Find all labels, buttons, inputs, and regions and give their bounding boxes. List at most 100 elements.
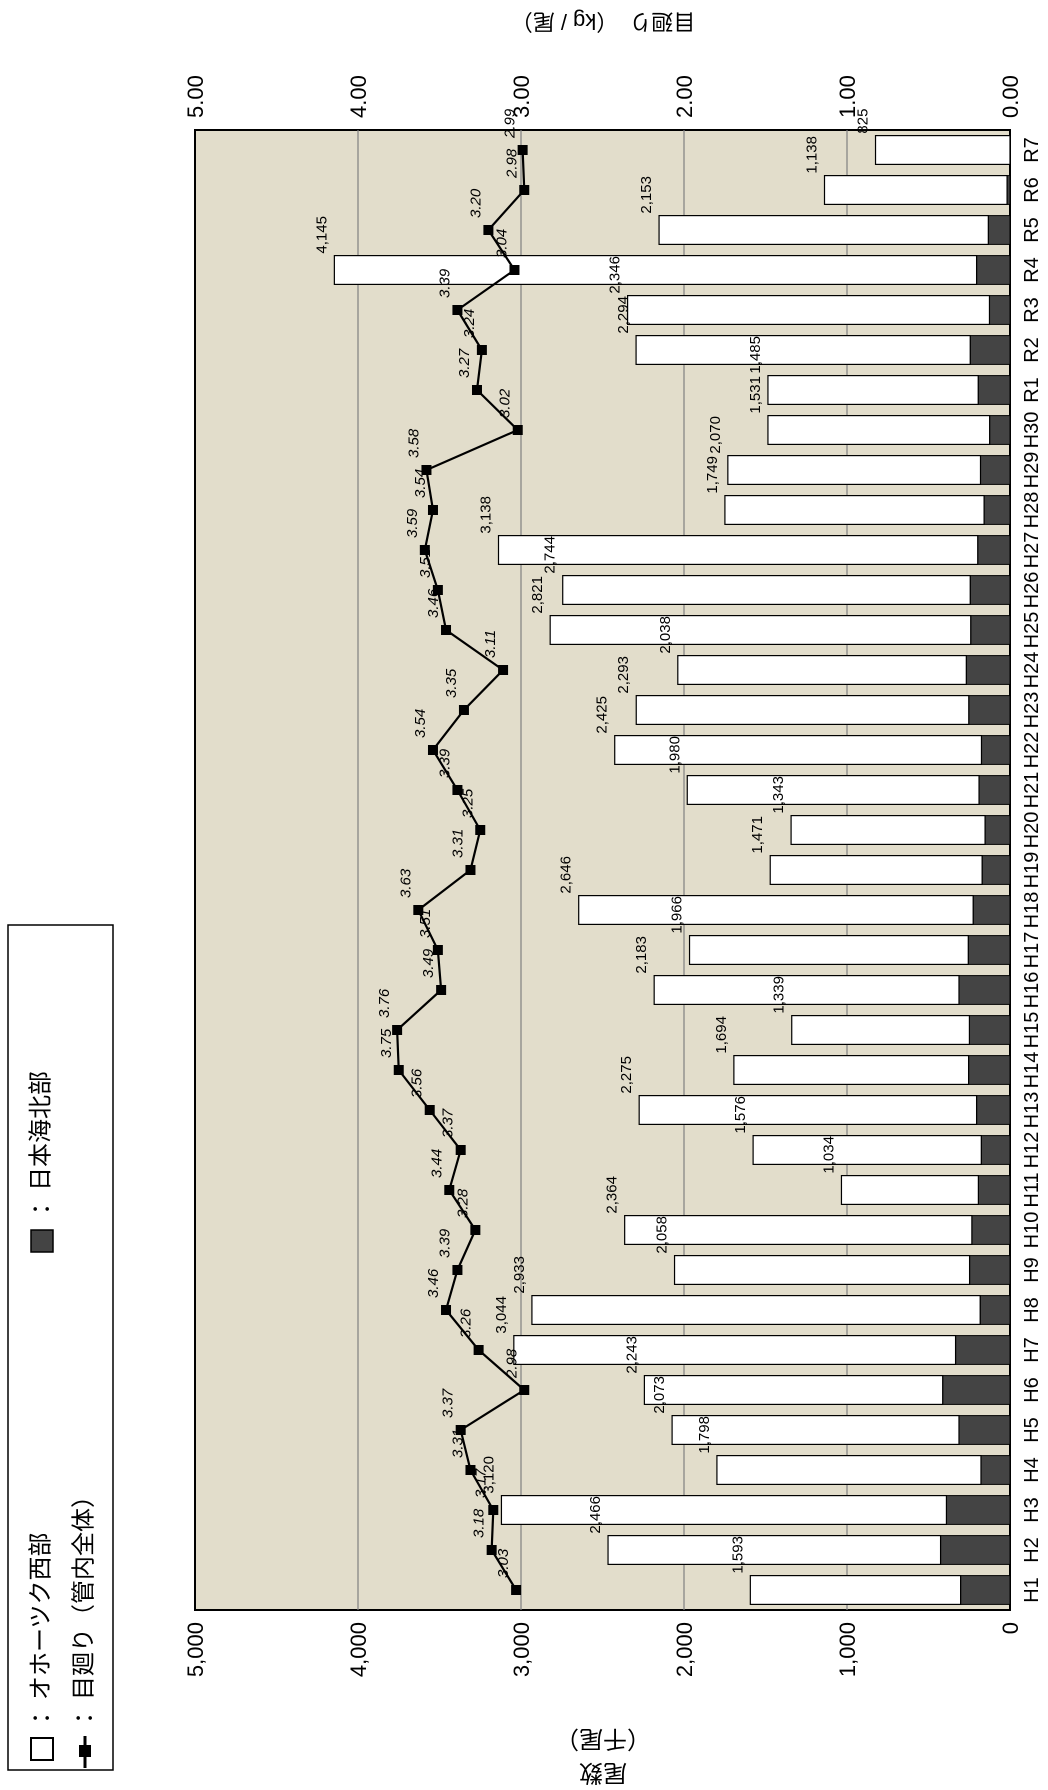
total-label-H19: 1,471 <box>749 816 766 854</box>
weight-label-R1: 3.27 <box>456 348 473 378</box>
bar-okhotsk-H20 <box>790 814 986 845</box>
category-tick-H18: H18 <box>1021 892 1043 929</box>
category-tick-H16: H16 <box>1021 972 1043 1009</box>
bar-okhotsk-H12 <box>752 1134 982 1165</box>
bar-japan-sea-H28 <box>983 495 1011 525</box>
legend-label-okhotsk: ：オホーツク西部 <box>27 1532 54 1724</box>
total-label-H23: 2,293 <box>615 656 632 694</box>
category-tick-R5: R5 <box>1021 217 1043 243</box>
weight-label-H24: 3.11 <box>482 630 499 658</box>
bar-japan-sea-H11 <box>977 1175 1011 1205</box>
category-tick-R7: R7 <box>1021 137 1043 163</box>
weight-label-H13: 3.56 <box>409 1068 426 1098</box>
right-axis-tick: 0.00 <box>998 75 1023 118</box>
weight-label-H4: 3.31 <box>449 1429 466 1458</box>
bar-okhotsk-H4 <box>716 1454 982 1485</box>
weight-marker-R7 <box>517 145 528 155</box>
category-tick-H13: H13 <box>1021 1092 1043 1129</box>
bar-okhotsk-H23 <box>635 694 970 725</box>
category-tick-H1: H1 <box>1021 1577 1043 1603</box>
total-label-H5: 2,073 <box>651 1376 668 1414</box>
bar-japan-sea-H7 <box>955 1335 1011 1365</box>
category-tick-H27: H27 <box>1021 532 1043 569</box>
total-label-H2: 2,466 <box>587 1496 604 1534</box>
weight-marker-H1 <box>511 1585 522 1595</box>
bar-okhotsk-R7 <box>874 135 1011 166</box>
bar-japan-sea-H14 <box>968 1055 1011 1085</box>
category-tick-H30: H30 <box>1021 412 1043 449</box>
category-tick-H22: H22 <box>1021 732 1043 769</box>
bar-okhotsk-H6 <box>643 1374 944 1405</box>
right-axis-tick: 2.00 <box>672 75 697 118</box>
total-label-H15: 1,339 <box>771 976 788 1014</box>
total-label-H28: 1,749 <box>704 456 721 494</box>
bar-japan-sea-R1 <box>977 375 1011 405</box>
bar-japan-sea-H29 <box>979 455 1011 485</box>
left-axis-tick: 2,000 <box>672 1622 697 1677</box>
bar-japan-sea-R3 <box>988 295 1011 325</box>
weight-label-H28: 3.54 <box>412 469 429 498</box>
bar-japan-sea-H27 <box>977 535 1011 565</box>
category-tick-H10: H10 <box>1021 1212 1043 1249</box>
axes: H1 H2 H3 H4 H5 H6 H7 H8 H9 H10 H11 H12 H13 H14 H15 H16 H… <box>183 9 1043 1786</box>
weight-marker-H3 <box>488 1505 499 1515</box>
weight-marker-H23 <box>458 705 469 715</box>
bar-japan-sea-R5 <box>987 215 1011 245</box>
category-tick-H11: H11 <box>1021 1172 1043 1207</box>
weight-marker-H12 <box>455 1145 466 1155</box>
chart-root: 1,593 2,466 3,120 1,798 2,073 2,243 3,0442,933… <box>7 9 1043 1786</box>
weight-label-H3: 3.17 <box>472 1468 489 1498</box>
total-label-H26: 2,744 <box>542 536 559 574</box>
bar-japan-sea-H13 <box>976 1095 1011 1125</box>
weight-marker-H30 <box>512 425 523 435</box>
weight-marker-H25 <box>441 625 452 635</box>
bar-okhotsk-H8 <box>531 1294 981 1325</box>
weight-label-H15: 3.76 <box>376 988 393 1018</box>
category-tick-H17: H17 <box>1021 932 1043 969</box>
weight-marker-H7 <box>473 1345 484 1355</box>
bar-japan-sea-H20 <box>984 815 1011 845</box>
weight-marker-R3 <box>452 305 463 315</box>
total-label-H25: 2,821 <box>529 576 546 614</box>
bar-okhotsk-H9 <box>673 1254 971 1285</box>
weight-marker-H6 <box>519 1385 530 1395</box>
left-axis-title-line1: 尾数 <box>579 1759 627 1785</box>
bar-okhotsk-H28 <box>724 495 985 526</box>
total-label-R7: 825 <box>855 109 872 134</box>
total-label-H9: 2,058 <box>654 1216 671 1254</box>
weight-marker-H24 <box>498 665 509 675</box>
bar-japan-sea-H16 <box>958 975 1011 1005</box>
bar-okhotsk-H21 <box>686 774 980 805</box>
category-tick-R4: R4 <box>1021 257 1043 283</box>
weight-label-R7: 2.99 <box>502 108 519 139</box>
category-tick-H8: H8 <box>1021 1297 1043 1323</box>
total-label-H13: 2,275 <box>618 1056 635 1094</box>
bar-okhotsk-H18 <box>578 894 974 925</box>
category-tick-H3: H3 <box>1021 1497 1043 1523</box>
bar-okhotsk-H11 <box>840 1174 979 1205</box>
bar-japan-sea-H6 <box>942 1375 1011 1405</box>
category-tick-H14: H14 <box>1021 1052 1043 1089</box>
bar-japan-sea-H12 <box>980 1135 1011 1165</box>
category-tick-H28: H28 <box>1021 492 1043 529</box>
bar-okhotsk-H5 <box>671 1414 960 1445</box>
weight-marker-R6 <box>519 185 530 195</box>
weight-label-H26: 3.51 <box>417 549 434 578</box>
weight-marker-R4 <box>509 265 520 275</box>
legend-swatch-japan-sea <box>30 1229 54 1253</box>
weight-label-H29: 3.58 <box>405 428 422 458</box>
weight-marker-R2 <box>476 345 487 355</box>
bar-okhotsk-H16 <box>653 974 960 1005</box>
weight-label-H27: 3.59 <box>404 508 421 538</box>
left-axis-tick: 3,000 <box>509 1622 534 1677</box>
bar-okhotsk-R2 <box>635 335 971 366</box>
total-label-R6: 1,138 <box>804 136 821 174</box>
legend-swatch-weight-marker <box>79 1745 91 1757</box>
weight-marker-H5 <box>455 1425 466 1435</box>
right-axis-title: 目廻り （kg / 尾） <box>511 9 696 34</box>
total-label-H11: 1,034 <box>820 1136 837 1174</box>
weight-marker-H28 <box>427 505 438 515</box>
bar-series <box>333 135 1011 1605</box>
total-label-H10: 2,364 <box>604 1176 621 1214</box>
weight-label-H9: 3.39 <box>436 1228 453 1258</box>
